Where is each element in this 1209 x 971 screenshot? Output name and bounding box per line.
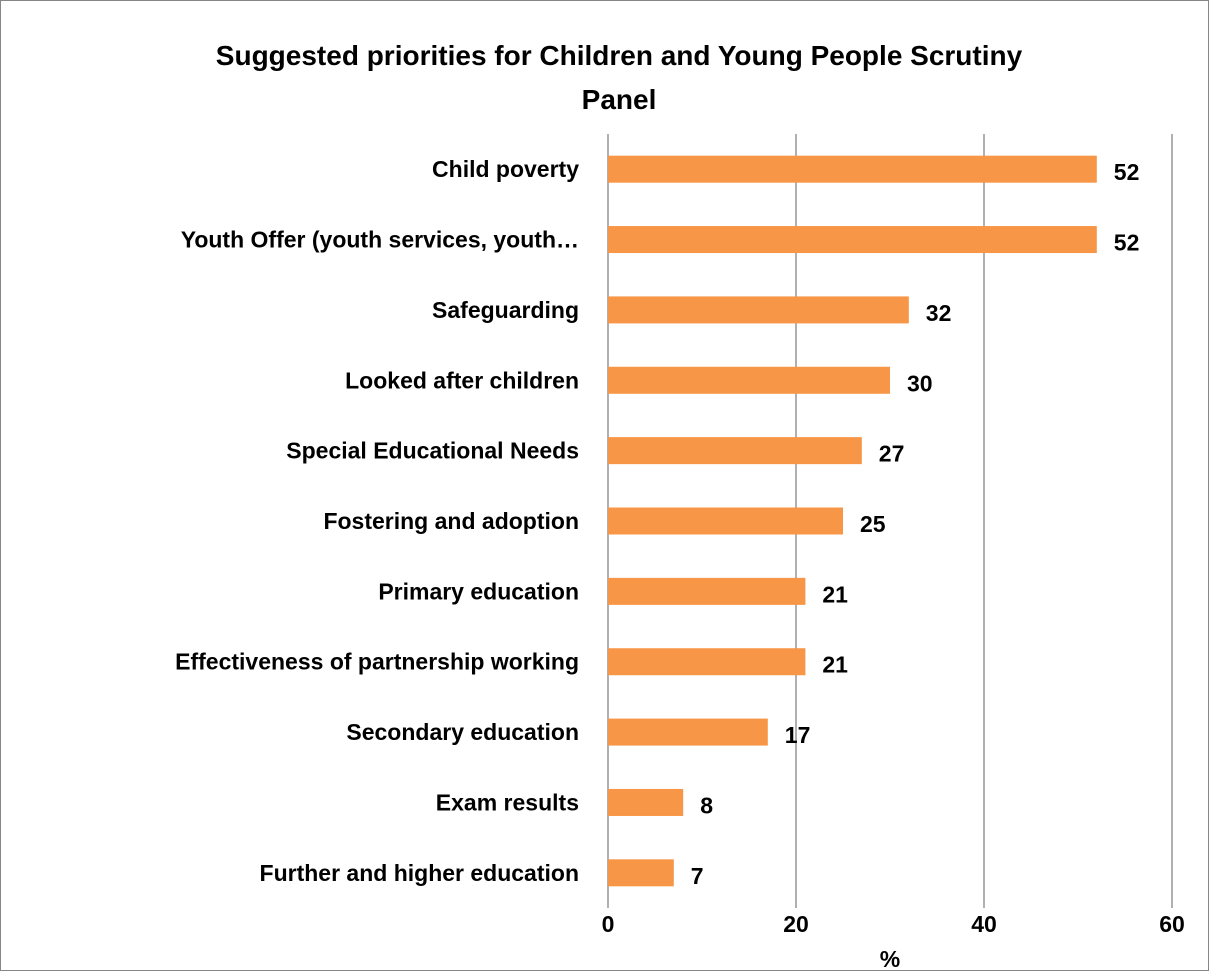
data-label: 27 [879,441,905,467]
category-label: Looked after children [345,367,579,393]
category-label: Secondary education [346,719,579,745]
bar [608,155,1097,183]
chart-title-line-1: Suggested priorities for Children and Yo… [216,40,1023,71]
data-label: 21 [822,581,848,607]
data-label: 25 [860,511,886,537]
bars [608,155,1097,887]
category-label: Safeguarding [432,297,579,323]
x-tick-label: 20 [783,911,809,937]
category-label: Child poverty [432,156,579,182]
data-label: 7 [691,863,704,889]
bar [608,577,806,605]
bar [608,437,862,465]
category-label: Fostering and adoption [323,508,579,534]
category-label: Exam results [436,789,579,815]
data-label: 8 [700,792,713,818]
bar [608,226,1097,254]
bar [608,718,768,746]
x-tick-label: 40 [971,911,997,937]
data-labels: 52 52 32 30 27 25 21 21 17 8 7 [691,159,1140,889]
bar [608,507,843,535]
x-tick-label: 60 [1159,911,1185,937]
bar [608,859,674,887]
x-axis-ticks: 0 20 40 60 [602,911,1185,937]
chart-title-line-2: Panel [582,84,657,115]
data-label: 17 [785,722,811,748]
data-label: 32 [926,300,952,326]
data-label: 30 [907,370,933,396]
category-label: Special Educational Needs [286,438,579,464]
data-label: 21 [822,652,848,678]
x-axis-title: % [880,946,900,970]
category-label: Further and higher education [260,860,579,886]
data-label: 52 [1114,230,1140,256]
category-label: Effectiveness of partnership working [175,649,579,675]
bar [608,296,909,324]
category-label: Primary education [378,578,579,604]
category-labels: Child poverty Youth Offer (youth services… [175,156,579,886]
data-label: 52 [1114,159,1140,185]
bar [608,648,806,676]
bar [608,366,890,394]
category-label: Youth Offer (youth services, youth… [181,227,579,253]
bar [608,788,684,816]
chart-title: Suggested priorities for Children and Yo… [216,40,1023,115]
x-tick-label: 0 [602,911,615,937]
